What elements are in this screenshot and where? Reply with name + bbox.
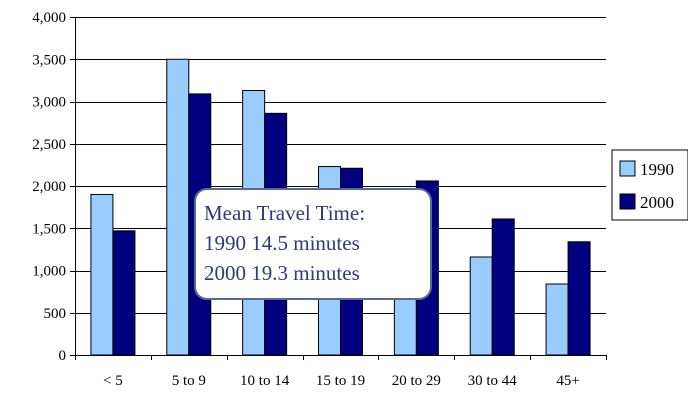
legend-label-1990: 1990 [640, 160, 674, 179]
x-tick-label: 15 to 19 [316, 373, 365, 389]
annotation-box: Mean Travel Time: 1990 14.5 minutes 2000… [194, 188, 432, 300]
bar-1990 [469, 256, 493, 356]
annotation-line-3: 2000 19.3 minutes [204, 261, 360, 285]
axes [70, 17, 607, 360]
x-tick-label: 20 to 29 [392, 373, 441, 389]
y-tick-label: 2,500 [32, 137, 66, 153]
bar-2000 [112, 230, 136, 356]
legend-label-2000: 2000 [640, 193, 674, 212]
x-tick-label: 30 to 44 [468, 373, 518, 389]
y-tick-label: 500 [44, 306, 67, 322]
x-tick-labels: < 5 5 to 9 10 to 14 15 to 19 20 to 29 30 to 4… [103, 373, 580, 389]
annotation-line-2: 1990 14.5 minutes [204, 231, 360, 255]
legend-swatch-2000 [619, 193, 636, 210]
bar-1990 [166, 58, 190, 356]
y-tick-label: 1,500 [32, 221, 66, 237]
bar-2000 [567, 241, 591, 356]
y-tick-labels: 0 500 1,000 1,500 2,000 2,500 3,000 3,500 4,000 [32, 10, 66, 364]
y-tick-label: 2,000 [32, 179, 66, 195]
x-tick-label: 10 to 14 [240, 373, 290, 389]
y-tick-label: 3,500 [32, 52, 66, 68]
legend-swatch-1990 [619, 160, 636, 177]
annotation-line-1: Mean Travel Time: [204, 201, 365, 225]
x-tick-label: 5 to 9 [172, 373, 206, 389]
x-tick-label: 45+ [556, 373, 579, 389]
x-tick-label: < 5 [103, 373, 123, 389]
y-tick-label: 3,000 [32, 95, 66, 111]
bar-2000 [491, 218, 515, 356]
y-tick-label: 1,000 [32, 264, 66, 280]
bar-1990 [90, 193, 114, 356]
y-tick-label: 0 [59, 348, 67, 364]
bar-1990 [545, 283, 569, 356]
legend: 1990 2000 [611, 149, 688, 221]
y-tick-label: 4,000 [32, 10, 66, 26]
